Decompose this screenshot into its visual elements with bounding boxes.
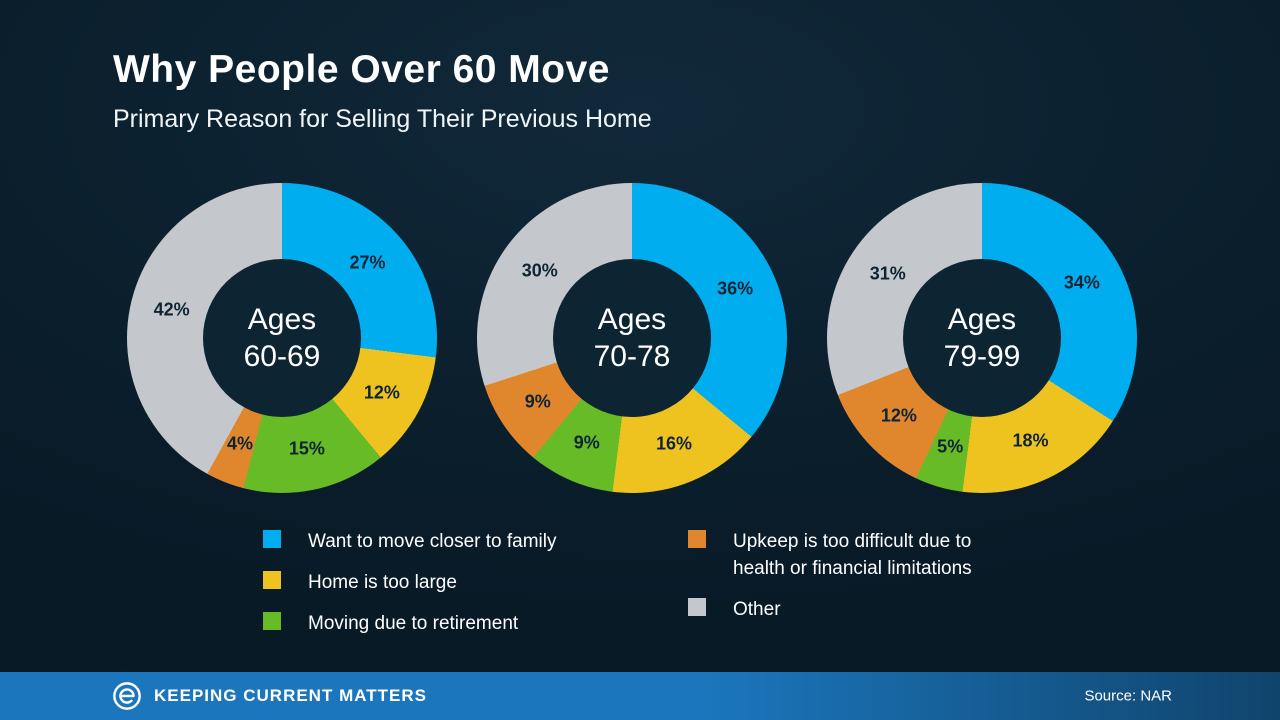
slice-value-label: 12% <box>880 405 917 426</box>
legend-column-left: Want to move closer to family Home is to… <box>263 528 556 651</box>
chart-legend: Want to move closer to family Home is to… <box>0 528 1280 638</box>
legend-swatch-yellow <box>263 571 281 589</box>
page-subtitle: Primary Reason for Selling Their Previou… <box>113 105 652 133</box>
slice-value-label: 16% <box>655 433 692 454</box>
legend-swatch-orange <box>688 530 706 548</box>
slice-value-label: 31% <box>869 263 906 284</box>
slice-value-label: 42% <box>153 299 190 320</box>
slice-value-label: 15% <box>288 438 325 459</box>
legend-label: Moving due to retirement <box>308 613 519 634</box>
donut-center-label: Ages 70-78 <box>553 259 711 417</box>
slice-value-label: 34% <box>1063 272 1100 293</box>
slice-value-label: 5% <box>937 436 964 457</box>
legend-swatch-gray <box>688 598 706 616</box>
source-label: Source: NAR <box>1084 687 1172 705</box>
legend-label: Want to move closer to family <box>308 531 557 552</box>
brand-lockup: KEEPING CURRENT MATTERS <box>112 681 427 711</box>
legend-item-home-too-large: Home is too large <box>263 569 556 596</box>
slice-value-label: 9% <box>524 391 551 412</box>
donut-center-label: Ages 79-99 <box>903 259 1061 417</box>
legend-label: Home is too large <box>308 572 457 593</box>
legend-item-upkeep: Upkeep is too difficult due to health or… <box>688 528 972 582</box>
center-label-line1: Ages <box>597 303 667 336</box>
slice-value-label: 4% <box>227 433 254 454</box>
legend-item-retirement: Moving due to retirement <box>263 610 556 637</box>
center-label-line1: Ages <box>947 303 1017 336</box>
slice-value-label: 18% <box>1012 430 1049 451</box>
center-label-line1: Ages <box>247 303 317 336</box>
legend-swatch-green <box>263 612 281 630</box>
donut-center-label: Ages 60-69 <box>203 259 361 417</box>
footer-bar: KEEPING CURRENT MATTERS Source: NAR <box>0 672 1280 720</box>
slice-value-label: 12% <box>363 382 400 403</box>
legend-item-other: Other <box>688 596 972 623</box>
legend-swatch-blue <box>263 530 281 548</box>
legend-label: Upkeep is too difficult due to health or… <box>733 531 972 579</box>
slice-value-label: 27% <box>349 252 386 273</box>
donut-ages-79-99: 34% 18% 5% 12% 31% Ages 79-99 <box>827 183 1137 493</box>
legend-column-right: Upkeep is too difficult due to health or… <box>688 528 972 637</box>
center-label-line2: 79-99 <box>943 340 1021 373</box>
donut-ages-70-78: 36% 16% 9% 9% 30% Ages 70-78 <box>477 183 787 493</box>
page-title: Why People Over 60 Move <box>113 48 611 91</box>
kcm-logo-icon <box>113 682 141 710</box>
brand-name: KEEPING CURRENT MATTERS <box>154 686 427 705</box>
legend-item-closer-to-family: Want to move closer to family <box>263 528 556 555</box>
center-label-line2: 60-69 <box>243 340 321 373</box>
donut-ages-60-69: 27% 12% 15% 4% 42% Ages 60-69 <box>127 183 437 493</box>
slice-value-label: 9% <box>573 432 600 453</box>
slice-value-label: 30% <box>521 260 558 281</box>
donut-charts-row: 27% 12% 15% 4% 42% Ages 60-69 36% 16% 9% 9% 30% Age… <box>127 183 1137 493</box>
slice-value-label: 36% <box>717 278 754 299</box>
center-label-line2: 70-78 <box>593 340 671 373</box>
legend-label: Other <box>733 599 781 620</box>
